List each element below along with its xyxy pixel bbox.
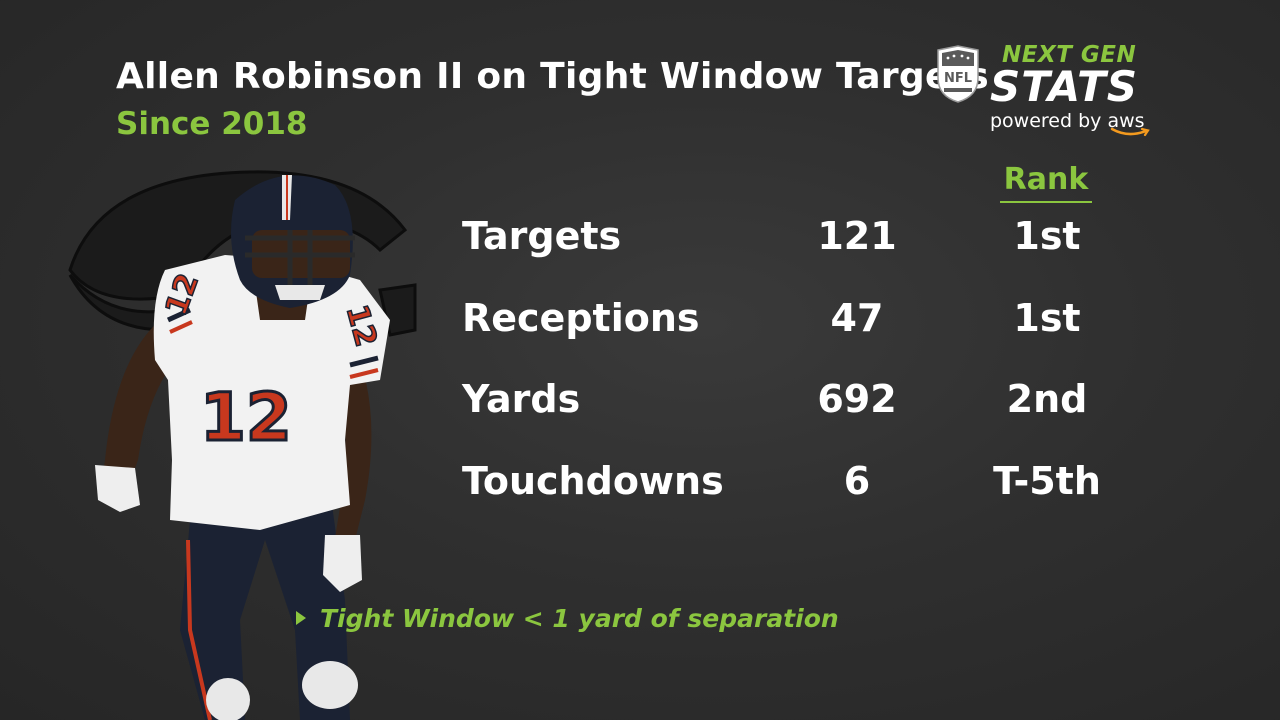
stat-label: Targets	[462, 214, 622, 258]
stat-row-yards: Yards 692 2nd	[462, 377, 1162, 427]
aws-smile-icon	[1110, 127, 1150, 137]
stat-value: 121	[817, 214, 897, 258]
page-subtitle: Since 2018	[116, 106, 308, 142]
nfl-shield-icon: NFL	[937, 45, 979, 103]
stat-rank: 1st	[1013, 214, 1081, 258]
stats-text: STATS	[990, 62, 1139, 111]
stat-label: Yards	[462, 377, 581, 421]
stat-value: 6	[843, 459, 871, 503]
stat-row-touchdowns: Touchdowns 6 T-5th	[462, 459, 1162, 509]
play-arrow-icon	[296, 611, 306, 625]
stat-label: Touchdowns	[462, 459, 724, 503]
aws-label: aws	[1107, 110, 1145, 132]
jersey-number-front: 12	[200, 379, 292, 456]
page-title: Allen Robinson II on Tight Window Target…	[116, 56, 989, 97]
stat-value: 47	[830, 296, 884, 340]
next-gen-stats-logo: NFL NEXT GEN STATS powered by aws	[930, 42, 1170, 152]
player-illustration: 12 12 12	[68, 170, 417, 720]
stat-row-receptions: Receptions 47 1st	[462, 296, 1162, 346]
footnote: Tight Window < 1 yard of separation	[296, 604, 839, 633]
rank-column-header: Rank	[1000, 162, 1092, 203]
stat-label: Receptions	[462, 296, 700, 340]
stat-row-targets: Targets 121 1st	[462, 214, 1162, 264]
stat-rank: 1st	[1013, 296, 1081, 340]
powered-by-text: powered by aws	[990, 110, 1145, 132]
stat-value: 692	[817, 377, 897, 421]
player-image: 12 12 12	[60, 160, 430, 720]
nfl-wordmark: NFL	[944, 71, 972, 86]
next-gen-text: NEXT GEN	[1002, 42, 1137, 68]
stat-rank: T-5th	[993, 459, 1101, 503]
footnote-text: Tight Window < 1 yard of separation	[320, 604, 839, 633]
powered-by-label: powered by	[990, 110, 1102, 132]
stat-rank: 2nd	[1006, 377, 1088, 421]
